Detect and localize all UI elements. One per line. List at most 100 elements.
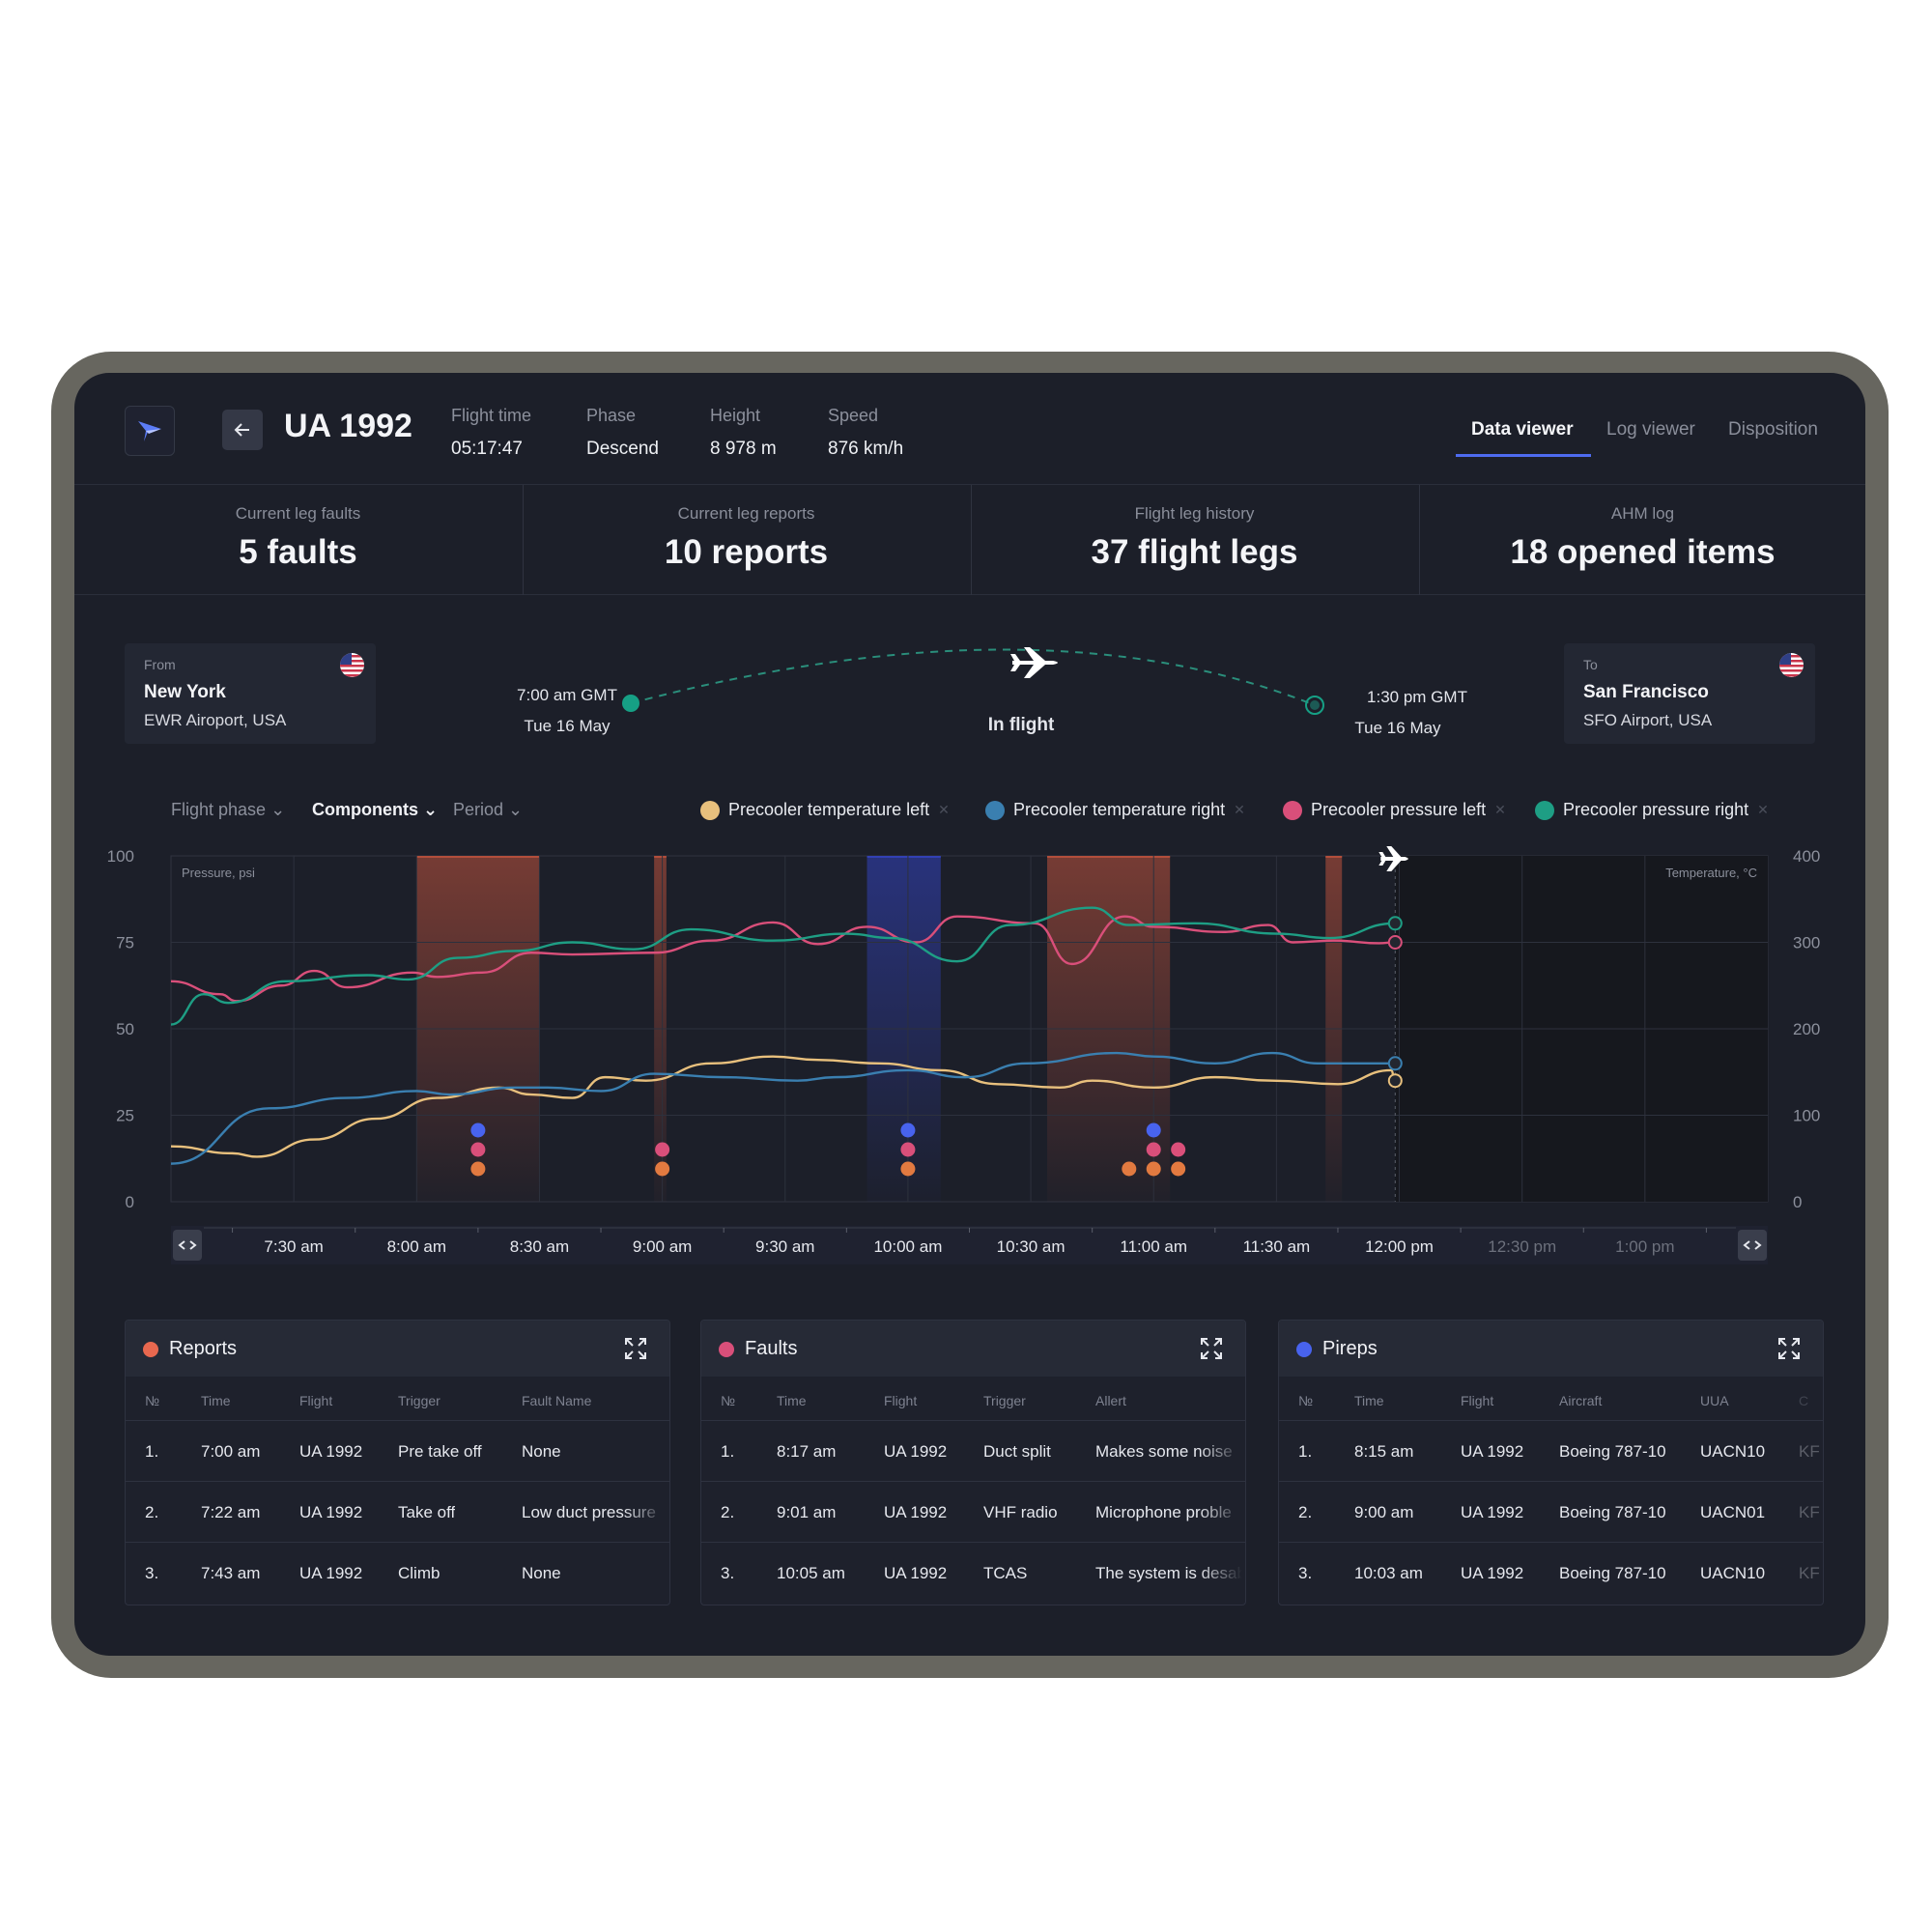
series-line[interactable] — [170, 1055, 1396, 1158]
timeline-scroll-left[interactable] — [173, 1230, 202, 1261]
top-bar: UA 1992 Flight time 05:17:47 Phase Desce… — [74, 373, 1865, 485]
table-header: № Time Flight Trigger Fault Name — [126, 1377, 669, 1421]
event-marker-dot[interactable] — [470, 1142, 486, 1157]
legend-precooler-pressure-left[interactable]: Precooler pressure left ✕ — [1283, 800, 1506, 820]
close-icon[interactable]: ✕ — [938, 802, 950, 817]
table-row[interactable]: 3. 10:05 am UA 1992 TCAS The system is des… — [721, 1564, 1242, 1582]
panel-dot — [143, 1342, 158, 1357]
divider — [1419, 485, 1420, 595]
telemetry-chart[interactable]: 100 75 50 25 0 400 300 200 100 0 Pressure, psi Temp… — [74, 373, 1865, 1300]
event-band-top — [1325, 856, 1343, 858]
stat-phase: Phase Descend — [586, 406, 659, 459]
close-icon[interactable]: ✕ — [1757, 802, 1769, 817]
x-tick-label: 7:30 am — [264, 1237, 323, 1256]
event-marker-dot[interactable] — [1146, 1161, 1161, 1177]
event-marker-dot[interactable] — [900, 1161, 916, 1177]
event-marker-dot[interactable] — [1171, 1161, 1186, 1177]
pireps-panel: Pireps № Time Flight Aircraft UUA C 1. 8:15 … — [1278, 1320, 1824, 1605]
arrival-time: 1:30 pm GMT — [1367, 688, 1467, 706]
us-flag-icon — [340, 653, 364, 677]
close-icon[interactable]: ✕ — [1234, 802, 1245, 817]
x-tick-label: 1:00 pm — [1615, 1237, 1674, 1256]
y-tick-label-left: 0 — [126, 1193, 134, 1211]
departure-date: Tue 16 May — [524, 717, 611, 735]
event-band-top — [867, 856, 941, 858]
divider — [523, 485, 524, 595]
series-line[interactable] — [170, 906, 1396, 1026]
timeline-scroll-right[interactable] — [1738, 1230, 1767, 1261]
event-marker-dot[interactable] — [655, 1142, 670, 1157]
destination-card: To San Francisco SFO Airport, USA — [1564, 643, 1815, 744]
event-marker-dot[interactable] — [470, 1161, 486, 1177]
chevron-down-icon: ⌄ — [508, 800, 524, 819]
summary-leg-history[interactable]: Flight leg history 37 flight legs — [1091, 504, 1298, 571]
x-tick-label: 12:30 pm — [1488, 1237, 1556, 1256]
panel-dot — [1296, 1342, 1312, 1357]
flight-number: UA 1992 — [284, 408, 412, 444]
table-row[interactable]: 2. 9:01 am UA 1992 VHF radio Microphone pr… — [701, 1482, 1245, 1543]
stat-speed: Speed 876 km/h — [828, 406, 904, 459]
code-arrows-icon — [178, 1240, 197, 1250]
series-end-point[interactable] — [1387, 935, 1403, 950]
series-end-point[interactable] — [1387, 916, 1403, 931]
series-line[interactable] — [170, 1051, 1396, 1165]
filter-components[interactable]: Components ⌄ — [312, 800, 439, 819]
event-band-top — [1047, 856, 1171, 858]
close-icon[interactable]: ✕ — [1494, 802, 1506, 817]
y-tick-label-left: 50 — [116, 1020, 134, 1038]
legend-precooler-temp-right[interactable]: Precooler temperature right ✕ — [985, 800, 1245, 820]
x-tick-label: 11:00 am — [1120, 1237, 1187, 1256]
tab-log-viewer[interactable]: Log viewer — [1606, 419, 1695, 440]
arrival-date: Tue 16 May — [1354, 719, 1441, 737]
table-row[interactable]: 2. 9:00 am UA 1992 Boeing 787-10 UACN01 KF — [1279, 1482, 1823, 1543]
table-row[interactable]: 1. 8:17 am UA 1992 Duct split Makes some n… — [701, 1421, 1245, 1482]
event-marker-dot[interactable] — [900, 1122, 916, 1138]
summary-ahm-log[interactable]: AHM log 18 opened items — [1510, 504, 1776, 571]
event-marker-dot[interactable] — [1146, 1122, 1161, 1138]
filter-period[interactable]: Period ⌄ — [453, 800, 524, 819]
right-axis-label: Temperature, °C — [1665, 866, 1757, 880]
faults-panel: Faults № Time Flight Trigger Allert 1. 8:17… — [700, 1320, 1246, 1605]
route-arc — [622, 647, 1324, 715]
tab-data-viewer[interactable]: Data viewer — [1471, 419, 1574, 440]
series-line[interactable] — [170, 915, 1396, 1003]
back-button[interactable] — [222, 410, 263, 450]
x-tick-label: 10:30 am — [997, 1237, 1065, 1256]
event-marker-dot[interactable] — [1122, 1161, 1137, 1177]
legend-precooler-temp-left[interactable]: Precooler temperature left ✕ — [700, 800, 950, 820]
divider — [971, 485, 972, 595]
chevron-down-icon: ⌄ — [270, 800, 286, 819]
summary-leg-faults[interactable]: Current leg faults 5 faults — [235, 504, 361, 571]
event-marker-dot[interactable] — [470, 1122, 486, 1138]
legend-swatch — [700, 800, 720, 820]
airplane-icon — [1378, 846, 1408, 871]
table-row[interactable]: 1. 7:00 am UA 1992 Pre take off None — [126, 1421, 669, 1482]
handle-bg — [1738, 1230, 1767, 1261]
x-tick-label: 12:00 pm — [1365, 1237, 1434, 1256]
expand-icon[interactable] — [1776, 1336, 1802, 1361]
event-marker-dot[interactable] — [1171, 1142, 1186, 1157]
event-marker-dot[interactable] — [1146, 1142, 1161, 1157]
event-marker-dot[interactable] — [900, 1142, 916, 1157]
filter-flight-phase[interactable]: Flight phase ⌄ — [171, 800, 286, 819]
stat-flight-time: Flight time 05:17:47 — [451, 406, 532, 459]
y-tick-label-left: 25 — [116, 1107, 134, 1125]
table-row[interactable]: 1. 8:15 am UA 1992 Boeing 787-10 UACN10 KF — [1279, 1421, 1823, 1482]
flight-status: In flight — [987, 715, 1055, 735]
table-row[interactable]: 3. 10:03 am UA 1992 Boeing 787-10 UACN10 KF — [1298, 1564, 1820, 1582]
app-logo[interactable] — [125, 406, 175, 456]
legend-precooler-pressure-right[interactable]: Precooler pressure right ✕ — [1535, 800, 1769, 820]
left-axis-label: Pressure, psi — [182, 866, 255, 880]
x-tick-label: 11:30 am — [1243, 1237, 1311, 1256]
table-row[interactable]: 2. 7:22 am UA 1992 Take off Low duct press… — [126, 1482, 669, 1543]
tab-disposition[interactable]: Disposition — [1728, 419, 1818, 440]
expand-icon[interactable] — [623, 1336, 648, 1361]
arrow-left-icon — [234, 423, 249, 437]
series-end-point[interactable] — [1387, 1056, 1403, 1071]
series-end-point[interactable] — [1387, 1073, 1403, 1089]
summary-leg-reports[interactable]: Current leg reports 10 reports — [664, 504, 829, 571]
expand-icon[interactable] — [1199, 1336, 1224, 1361]
event-band-top — [654, 856, 667, 858]
table-row[interactable]: 3. 7:43 am UA 1992 Climb None — [145, 1564, 561, 1582]
event-marker-dot[interactable] — [655, 1161, 670, 1177]
